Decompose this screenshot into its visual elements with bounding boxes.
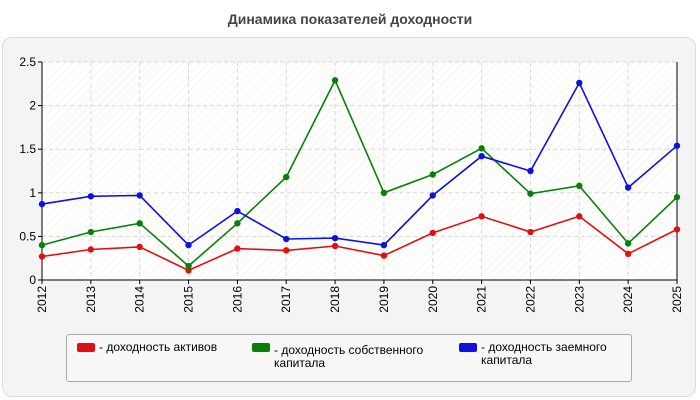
- x-tick-label: 2016: [230, 286, 244, 313]
- data-point-debt: [331, 234, 339, 242]
- data-point-debt: [234, 207, 241, 215]
- x-tick-label: 2015: [182, 286, 196, 313]
- data-point-equity: [576, 182, 583, 190]
- legend: - доходность активов - доходность собств…: [66, 334, 632, 382]
- x-tick-label: 2021: [475, 286, 489, 313]
- data-point-debt: [576, 79, 583, 87]
- legend-label-debt: - доходность заемного капитала: [481, 340, 607, 367]
- data-point-equity: [624, 240, 632, 247]
- series-line-assets: [41, 215, 678, 272]
- x-tick-label: 2020: [426, 286, 440, 313]
- x-tick-label: 2017: [279, 286, 293, 313]
- y-tick-label: 0: [29, 273, 36, 287]
- data-point-debt: [673, 142, 681, 149]
- data-point-debt: [478, 152, 485, 160]
- data-point-assets: [527, 228, 534, 236]
- data-point-debt: [38, 200, 46, 208]
- x-tick-label: 2025: [670, 286, 684, 313]
- data-point-debt: [429, 192, 436, 199]
- data-point-equity: [185, 262, 192, 270]
- data-point-assets: [673, 226, 681, 233]
- y-tick-label: 2.5: [19, 55, 36, 69]
- data-point-assets: [478, 213, 485, 220]
- data-point-assets: [624, 250, 632, 258]
- legend-swatch-equity: [252, 343, 270, 352]
- series-line-debt: [41, 81, 678, 247]
- data-point-assets: [283, 247, 290, 254]
- x-tick-label: 2018: [328, 286, 342, 313]
- data-point-equity: [527, 190, 534, 197]
- data-point-equity: [234, 220, 241, 227]
- data-point-equity: [331, 77, 339, 84]
- data-point-debt: [283, 235, 290, 243]
- x-tick-label: 2022: [523, 286, 537, 313]
- legend-swatch-assets: [77, 343, 95, 352]
- data-point-assets: [87, 246, 95, 253]
- data-point-equity: [673, 193, 681, 201]
- y-tick-label: 2: [29, 99, 36, 113]
- data-point-assets: [576, 213, 583, 220]
- y-tick-label: 1.5: [19, 142, 36, 156]
- x-tick-label: 2013: [84, 286, 98, 313]
- data-point-assets: [234, 245, 241, 252]
- data-point-equity: [429, 171, 436, 178]
- data-point-debt: [87, 193, 95, 200]
- x-tick-label: 2023: [572, 286, 586, 313]
- data-point-equity: [136, 220, 143, 227]
- x-tick-label: 2012: [35, 286, 49, 313]
- data-point-debt: [380, 241, 388, 249]
- legend-label-assets: - доходность активов: [99, 340, 218, 354]
- legend-label-equity: - доходность собственного капитала: [274, 343, 424, 370]
- y-tick-label: 1: [29, 186, 36, 200]
- data-point-debt: [136, 192, 143, 199]
- data-point-equity: [87, 228, 95, 236]
- x-tick-label: 2024: [621, 286, 635, 313]
- x-tick-label: 2014: [133, 286, 147, 313]
- data-point-debt: [527, 167, 534, 175]
- series-line-equity: [41, 78, 678, 268]
- data-point-assets: [38, 253, 46, 260]
- legend-swatch-debt: [459, 343, 477, 352]
- chart-title: Динамика показателей доходности: [227, 11, 473, 27]
- data-point-equity: [283, 173, 290, 181]
- data-point-assets: [429, 229, 436, 237]
- data-point-debt: [624, 184, 632, 191]
- x-tick-label: 2019: [377, 286, 391, 313]
- data-point-assets: [331, 242, 339, 250]
- data-point-assets: [136, 243, 143, 251]
- data-point-debt: [185, 241, 192, 249]
- data-point-equity: [380, 189, 388, 196]
- data-point-equity: [478, 145, 485, 152]
- data-point-equity: [38, 241, 46, 249]
- y-tick-label: 0.5: [19, 229, 36, 243]
- data-point-assets: [380, 252, 388, 259]
